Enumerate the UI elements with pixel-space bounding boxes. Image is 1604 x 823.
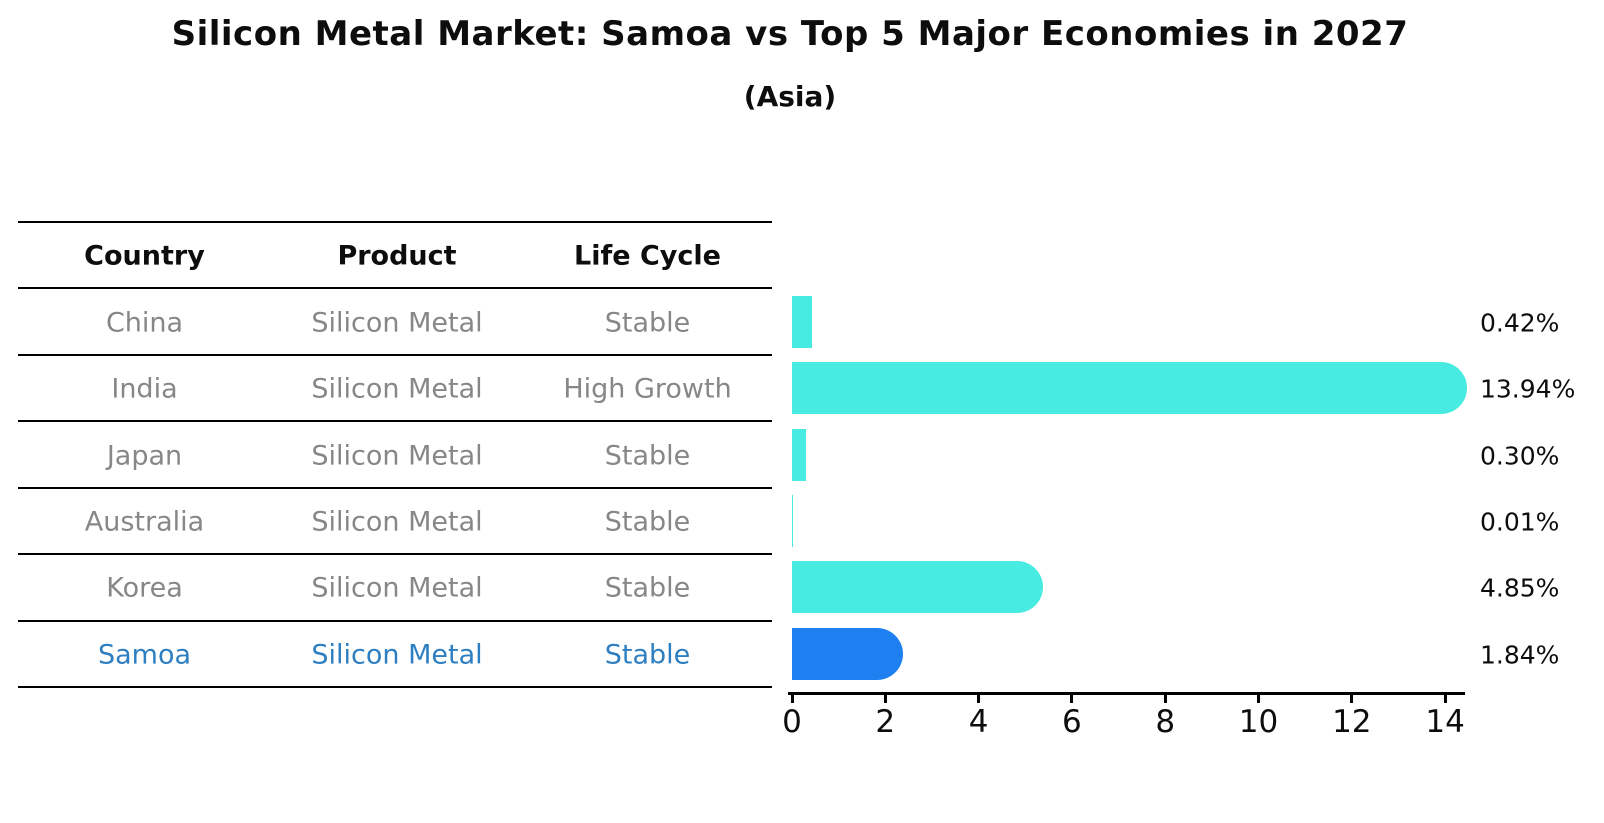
bar-value-label: 1.84% xyxy=(1480,640,1560,670)
table-cell-life-cycle: Stable xyxy=(604,572,691,604)
table-row-divider xyxy=(18,420,772,423)
chart-title: Silicon Metal Market: Samoa vs Top 5 Maj… xyxy=(171,14,1409,54)
x-axis-tick xyxy=(1163,692,1167,703)
x-axis-tick-label: 12 xyxy=(1332,704,1372,740)
x-axis-line xyxy=(788,692,1465,695)
x-axis-tick xyxy=(1257,692,1260,703)
x-axis-tick-label: 4 xyxy=(968,704,989,740)
x-axis-tick xyxy=(1350,692,1354,703)
x-axis-tick xyxy=(1070,692,1074,703)
x-axis-tick xyxy=(977,692,981,703)
table-row-divider xyxy=(18,619,772,622)
table-header-country: Country xyxy=(84,240,205,272)
x-axis-tick-label: 6 xyxy=(1062,704,1082,740)
table-cell-product: Silicon Metal xyxy=(311,373,483,405)
table-cell-life-cycle: High Growth xyxy=(563,373,732,405)
table-cell-country: China xyxy=(105,307,184,339)
bar-australia xyxy=(792,494,793,547)
table-cell-country: Japan xyxy=(106,440,183,471)
x-axis-tick-label: 10 xyxy=(1238,704,1279,740)
table-cell-life-cycle: Stable xyxy=(604,307,691,339)
table-row-divider xyxy=(18,353,772,356)
bar-japan xyxy=(792,428,806,481)
x-axis-tick xyxy=(1443,692,1447,703)
x-axis-tick-label: 14 xyxy=(1425,704,1465,740)
table-cell-product: Silicon Metal xyxy=(311,307,483,339)
table-cell-country: Korea xyxy=(106,572,183,604)
table-cell-product: Silicon Metal xyxy=(311,572,483,604)
bar-value-label: 4.85% xyxy=(1480,573,1560,603)
bar-value-label: 0.42% xyxy=(1480,308,1560,338)
table-row-divider xyxy=(18,221,772,223)
x-axis-tick-label: 8 xyxy=(1155,704,1176,740)
table-row-divider xyxy=(18,287,772,290)
chart-subtitle: (Asia) xyxy=(743,80,837,113)
table-cell-country: Australia xyxy=(84,506,205,538)
table-row-divider xyxy=(18,686,772,688)
bar-samoa xyxy=(792,627,903,680)
bar-value-label: 0.30% xyxy=(1480,441,1560,470)
table-cell-life-cycle: Stable xyxy=(604,639,691,671)
table-header-product: Product xyxy=(337,240,457,272)
x-axis-tick xyxy=(790,692,794,703)
bar-india xyxy=(792,362,1468,415)
bar-korea xyxy=(792,561,1044,614)
table-cell-product: Silicon Metal xyxy=(311,639,483,671)
table-cell-life-cycle: Stable xyxy=(604,440,691,471)
bar-value-label: 13.94% xyxy=(1480,374,1576,404)
x-axis-tick-label: 2 xyxy=(875,704,896,740)
bar-china xyxy=(792,295,812,348)
x-axis-tick xyxy=(883,692,887,703)
x-axis-tick-label: 0 xyxy=(782,704,802,740)
bar-value-label: 0.01% xyxy=(1480,507,1560,537)
table-cell-life-cycle: Stable xyxy=(604,506,691,538)
table-row-divider xyxy=(18,553,772,556)
table-row-divider xyxy=(18,486,772,489)
table-cell-country: India xyxy=(111,373,178,405)
table-header-life-cycle: Life Cycle xyxy=(574,240,721,272)
table-cell-product: Silicon Metal xyxy=(311,440,483,471)
table-cell-product: Silicon Metal xyxy=(311,506,483,538)
table-cell-country: Samoa xyxy=(97,639,192,671)
